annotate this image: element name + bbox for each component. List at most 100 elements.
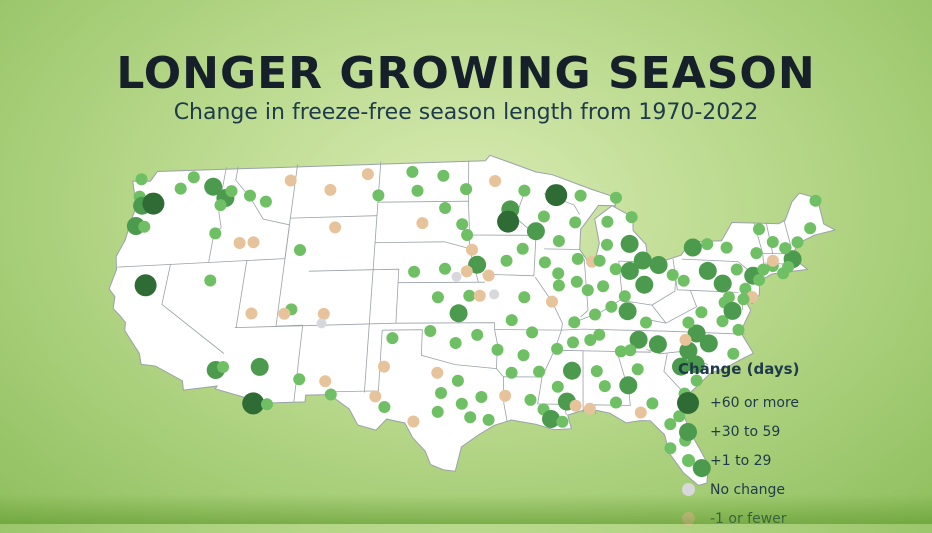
station-marker — [372, 189, 384, 201]
station-marker — [619, 290, 631, 302]
station-marker — [386, 332, 398, 344]
station-marker — [452, 272, 462, 282]
state-border — [398, 282, 485, 283]
station-marker — [551, 343, 563, 355]
station-marker — [731, 264, 743, 276]
station-marker — [293, 373, 305, 385]
legend-label: +1 to 29 — [710, 453, 771, 469]
station-marker — [244, 190, 256, 202]
station-marker — [553, 280, 565, 292]
station-marker — [546, 296, 558, 308]
station-marker — [251, 358, 269, 376]
station-marker — [450, 304, 468, 322]
station-marker — [475, 391, 487, 403]
station-marker — [466, 244, 478, 256]
station-marker — [435, 387, 447, 399]
station-marker — [601, 239, 613, 251]
legend-item-1-to-29: +1 to 29 — [672, 446, 842, 475]
station-marker — [204, 275, 216, 287]
station-marker — [499, 390, 511, 402]
station-marker — [406, 166, 418, 178]
station-marker — [424, 325, 436, 337]
station-marker — [597, 280, 609, 292]
station-marker — [779, 242, 791, 254]
station-marker — [605, 301, 617, 313]
station-marker — [667, 269, 679, 281]
station-marker — [506, 314, 518, 326]
station-marker — [439, 202, 451, 214]
station-marker — [278, 308, 290, 320]
station-marker — [408, 266, 420, 278]
station-marker — [753, 274, 765, 286]
station-marker — [261, 398, 273, 410]
station-marker — [599, 380, 611, 392]
station-marker — [533, 366, 545, 378]
station-marker — [318, 308, 330, 320]
station-marker — [678, 275, 690, 287]
station-marker — [464, 411, 476, 423]
station-marker — [294, 244, 306, 256]
station-marker — [701, 238, 713, 250]
station-marker — [553, 235, 565, 247]
station-marker — [407, 416, 419, 428]
station-marker — [432, 291, 444, 303]
station-marker — [439, 263, 451, 275]
legend-swatch-small — [682, 454, 695, 467]
station-marker — [601, 216, 613, 228]
station-marker — [610, 397, 622, 409]
station-marker — [552, 381, 564, 393]
station-marker — [431, 367, 443, 379]
station-marker — [217, 361, 229, 373]
station-marker — [461, 229, 473, 241]
station-marker — [138, 221, 150, 233]
station-marker — [570, 400, 582, 412]
station-marker — [571, 276, 583, 288]
station-marker — [142, 193, 164, 215]
station-marker — [594, 255, 606, 267]
station-marker — [567, 336, 579, 348]
station-marker — [492, 344, 504, 356]
station-marker — [175, 183, 187, 195]
station-marker — [680, 334, 692, 346]
station-marker — [501, 255, 513, 267]
grass-overlay — [0, 494, 932, 524]
station-marker — [226, 185, 238, 197]
station-marker — [452, 375, 464, 387]
station-marker — [378, 361, 390, 373]
station-marker — [489, 289, 499, 299]
station-marker — [450, 337, 462, 349]
station-marker — [245, 308, 257, 320]
legend-swatch-large — [677, 392, 699, 414]
station-marker — [810, 195, 822, 207]
station-marker — [518, 349, 530, 361]
station-marker — [437, 170, 449, 182]
station-marker — [640, 317, 652, 329]
station-marker — [753, 223, 765, 235]
legend-label: +30 to 59 — [710, 424, 780, 440]
station-marker — [738, 293, 750, 305]
station-marker — [589, 309, 601, 321]
station-marker — [552, 267, 564, 279]
station-marker — [432, 406, 444, 418]
station-marker — [568, 316, 580, 328]
station-marker — [527, 222, 545, 240]
station-marker — [572, 253, 584, 265]
station-marker — [556, 416, 568, 428]
station-marker — [646, 397, 658, 409]
station-marker — [619, 376, 637, 394]
station-marker — [461, 265, 473, 277]
station-marker — [626, 211, 638, 223]
station-marker — [610, 192, 622, 204]
station-marker — [369, 390, 381, 402]
station-marker — [209, 227, 221, 239]
station-marker — [619, 302, 637, 320]
station-marker — [632, 363, 644, 375]
station-marker — [260, 196, 272, 208]
station-marker — [526, 326, 538, 338]
station-marker — [135, 274, 157, 296]
station-marker — [416, 217, 428, 229]
station-marker — [621, 235, 639, 253]
station-marker — [518, 185, 530, 197]
station-marker — [584, 403, 596, 415]
station-marker — [724, 302, 742, 320]
